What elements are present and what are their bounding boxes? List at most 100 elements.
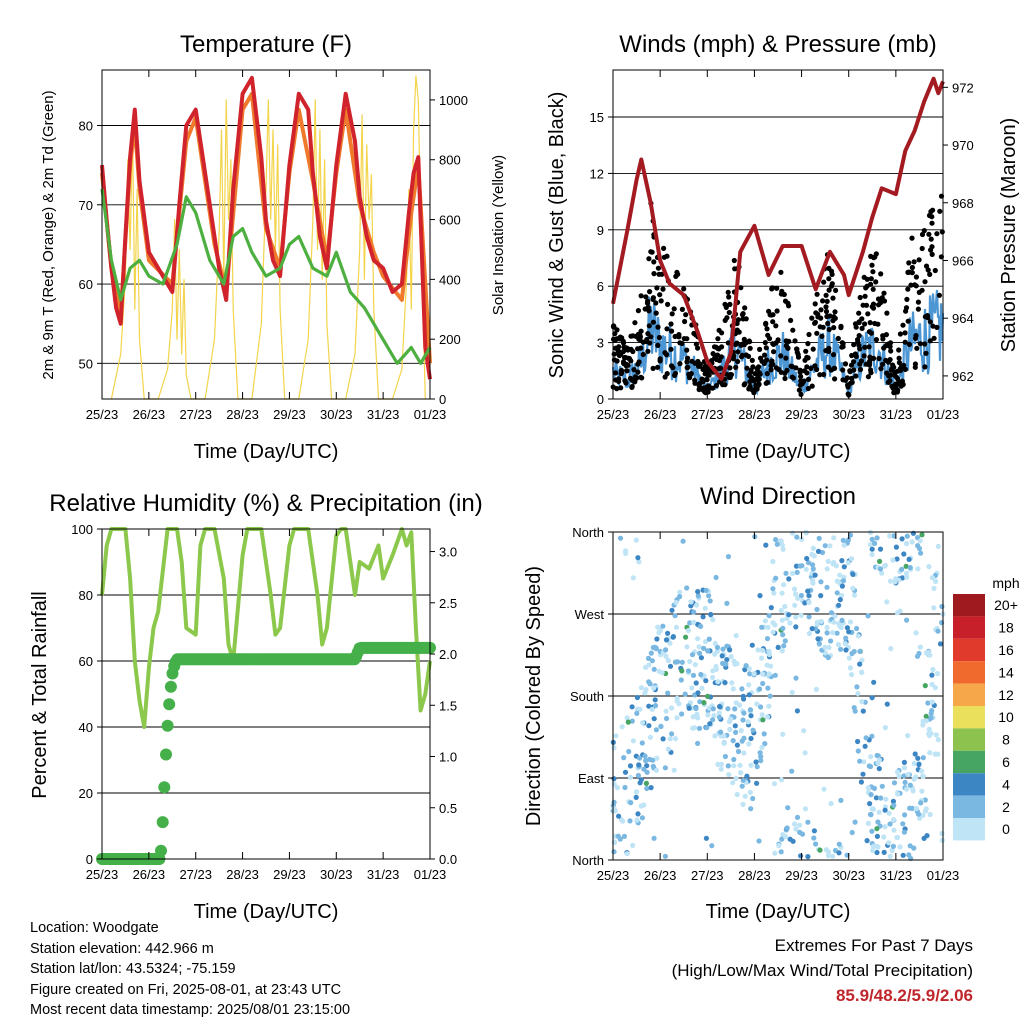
y2-tick-label: 0.0 <box>439 852 457 867</box>
gust-point <box>877 296 884 303</box>
direction-point <box>739 738 745 744</box>
direction-point <box>611 745 617 751</box>
x-tick-label: 26/23 <box>133 407 166 422</box>
direction-point <box>677 589 683 595</box>
direction-point <box>760 680 766 687</box>
gust-point <box>795 354 802 360</box>
direction-point <box>806 593 812 599</box>
direction-point <box>928 710 934 716</box>
direction-point <box>747 671 753 677</box>
direction-point <box>849 672 855 678</box>
direction-point <box>730 780 736 786</box>
direction-point <box>737 762 743 768</box>
y-tick-label: 60 <box>79 654 93 669</box>
direction-point <box>849 829 855 836</box>
direction-point <box>667 736 673 742</box>
gust-point <box>656 271 662 277</box>
gust-point <box>926 212 933 219</box>
gust-point <box>738 285 744 291</box>
temperature-title: Temperature (F) <box>180 31 352 58</box>
gust-point <box>632 320 638 326</box>
gust-point <box>786 338 792 344</box>
gust-point <box>870 269 876 275</box>
gust-point <box>826 326 832 333</box>
direction-point <box>746 682 752 688</box>
direction-point <box>797 822 803 828</box>
direction-point <box>766 703 772 709</box>
gust-point <box>923 263 930 269</box>
x-tick-label: 29/23 <box>273 867 306 882</box>
gust-point <box>823 292 829 298</box>
gust-point <box>634 375 640 381</box>
direction-point <box>651 685 657 691</box>
direction-point <box>860 708 866 714</box>
gust-point <box>927 319 933 325</box>
gust-point <box>896 347 902 353</box>
direction-point <box>690 714 696 720</box>
direction-point <box>813 841 819 847</box>
direction-point <box>850 585 856 591</box>
gust-point <box>809 315 815 321</box>
gust-point <box>863 302 870 308</box>
gust-point <box>810 346 816 352</box>
colorbar-label: 18 <box>998 620 1014 636</box>
direction-point <box>810 580 816 586</box>
gust-point <box>792 338 798 344</box>
direction-point <box>865 785 871 791</box>
direction-point <box>684 644 690 650</box>
gust-point <box>766 336 773 342</box>
direction-point <box>789 768 795 774</box>
gust-point <box>922 279 928 285</box>
gust-point <box>897 367 904 374</box>
direction-point <box>732 706 738 712</box>
direction-point <box>832 613 838 619</box>
direction-point <box>901 759 908 766</box>
direction-point <box>685 668 692 674</box>
gust-point <box>770 361 776 367</box>
gust-point <box>764 357 770 363</box>
direction-point <box>733 775 739 782</box>
direction-point <box>673 599 679 606</box>
humidity-axes: 25/23 26/23 27/23 28/23 29/23 30/23 31/23 01/23… <box>71 522 457 882</box>
direction-point <box>758 758 764 764</box>
gust-point <box>897 331 904 337</box>
gust-point <box>747 339 753 345</box>
direction-point <box>822 543 828 549</box>
gust-point <box>928 236 934 242</box>
gust-point <box>805 376 812 382</box>
direction-point <box>750 795 756 802</box>
direction-point <box>895 791 901 797</box>
gust-point <box>815 314 821 320</box>
x-tick-label: 30/23 <box>320 867 353 882</box>
gust-point <box>613 377 619 383</box>
direction-point <box>810 545 816 552</box>
direction-point <box>776 842 782 849</box>
direction-point <box>871 679 877 685</box>
gust-point <box>764 379 771 386</box>
direction-point <box>850 571 856 578</box>
direction-point <box>759 744 765 751</box>
direction-point <box>741 750 747 756</box>
gust-point <box>655 342 661 348</box>
direction-point <box>929 699 935 705</box>
gust-point <box>900 322 906 328</box>
gust-point <box>806 331 812 338</box>
temperature-panel: Temperature (F) 25/23 26/23 27/23 28/23 29/2… <box>40 31 507 463</box>
gust-point <box>824 298 830 304</box>
direction-point <box>711 712 717 719</box>
direction-point <box>929 672 935 678</box>
series-relative-humidity <box>100 527 432 729</box>
direction-point <box>801 728 807 734</box>
gust-point <box>664 371 670 377</box>
x-tick-label: 26/23 <box>133 867 166 882</box>
direction-point <box>873 843 879 849</box>
gust-point <box>650 365 656 371</box>
gust-point <box>868 330 875 336</box>
x-tick-label: 01/23 <box>414 867 447 882</box>
direction-point <box>640 720 646 726</box>
gust-point <box>917 341 923 347</box>
direction-point <box>894 610 901 616</box>
y2-tick-label: 964 <box>952 311 974 326</box>
gust-point <box>842 377 849 383</box>
